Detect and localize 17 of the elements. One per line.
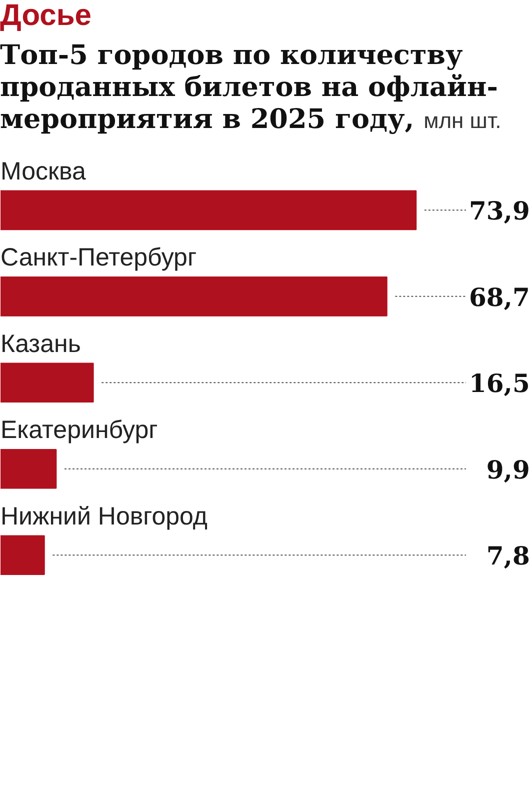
text: Досье xyxy=(0,0,92,32)
y-tick-label: Екатеринбург xyxy=(0,416,158,444)
data-label: 7,8 xyxy=(486,542,530,571)
data-label: 16,5 xyxy=(468,369,530,398)
data-label: 9,9 xyxy=(486,455,530,484)
bar xyxy=(0,535,45,576)
y-tick-label: Нижний Новгород xyxy=(0,502,208,530)
y-tick-label: Москва xyxy=(0,157,86,186)
bar xyxy=(0,190,417,230)
data-label: 73,9 xyxy=(468,196,530,226)
y-tick-label: Санкт-Петербург xyxy=(0,244,197,272)
bar xyxy=(0,276,388,316)
bar xyxy=(0,448,57,489)
data-label: 68,7 xyxy=(468,282,530,312)
y-tick-label: Казань xyxy=(0,330,81,358)
bar xyxy=(0,362,94,403)
text: млн шт. xyxy=(424,108,502,133)
